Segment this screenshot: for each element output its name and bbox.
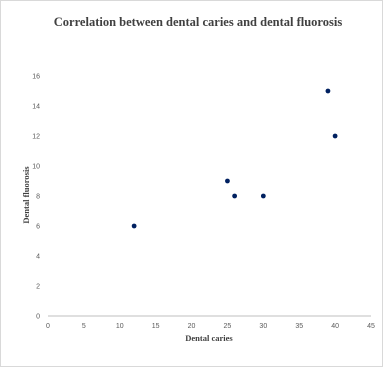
- x-tick-label: 10: [116, 323, 124, 330]
- scatter-point: [232, 193, 238, 199]
- x-tick-label: 30: [259, 323, 267, 330]
- y-tick-label: 6: [36, 224, 40, 231]
- y-tick-label: 2: [36, 284, 40, 291]
- x-tick-label: 45: [367, 323, 375, 330]
- y-tick-label: 4: [36, 254, 40, 261]
- y-tick-label: 10: [32, 164, 40, 171]
- y-axis-title: Dental fluorosis: [21, 166, 31, 224]
- scatter-point: [260, 193, 266, 199]
- x-tick-label: 15: [152, 323, 160, 330]
- y-tick-label: 16: [32, 74, 40, 81]
- scatter-point: [131, 223, 137, 229]
- x-tick-label: 25: [224, 323, 232, 330]
- data-points: [131, 88, 338, 229]
- y-tick-label: 12: [32, 134, 40, 141]
- x-axis-title: Dental caries: [185, 333, 233, 343]
- x-tick-labels: 0 5 10 15 20 25 30 35 40 45: [46, 323, 375, 330]
- scatter-point: [332, 133, 338, 139]
- scatter-point: [325, 88, 331, 94]
- x-tick-label: 20: [188, 323, 196, 330]
- scatter-point: [225, 178, 230, 184]
- chart-title: Correlation between dental caries and de…: [54, 15, 343, 29]
- y-tick-label: 8: [36, 194, 40, 201]
- x-tick-label: 0: [46, 323, 50, 330]
- x-tick-label: 35: [295, 323, 303, 330]
- y-tick-labels: 0 2 4 6 8 10 12 14 16: [32, 74, 40, 321]
- y-tick-label: 0: [36, 314, 40, 321]
- y-tick-label: 14: [32, 104, 40, 111]
- x-tick-label: 40: [331, 323, 339, 330]
- x-tick-label: 5: [82, 323, 86, 330]
